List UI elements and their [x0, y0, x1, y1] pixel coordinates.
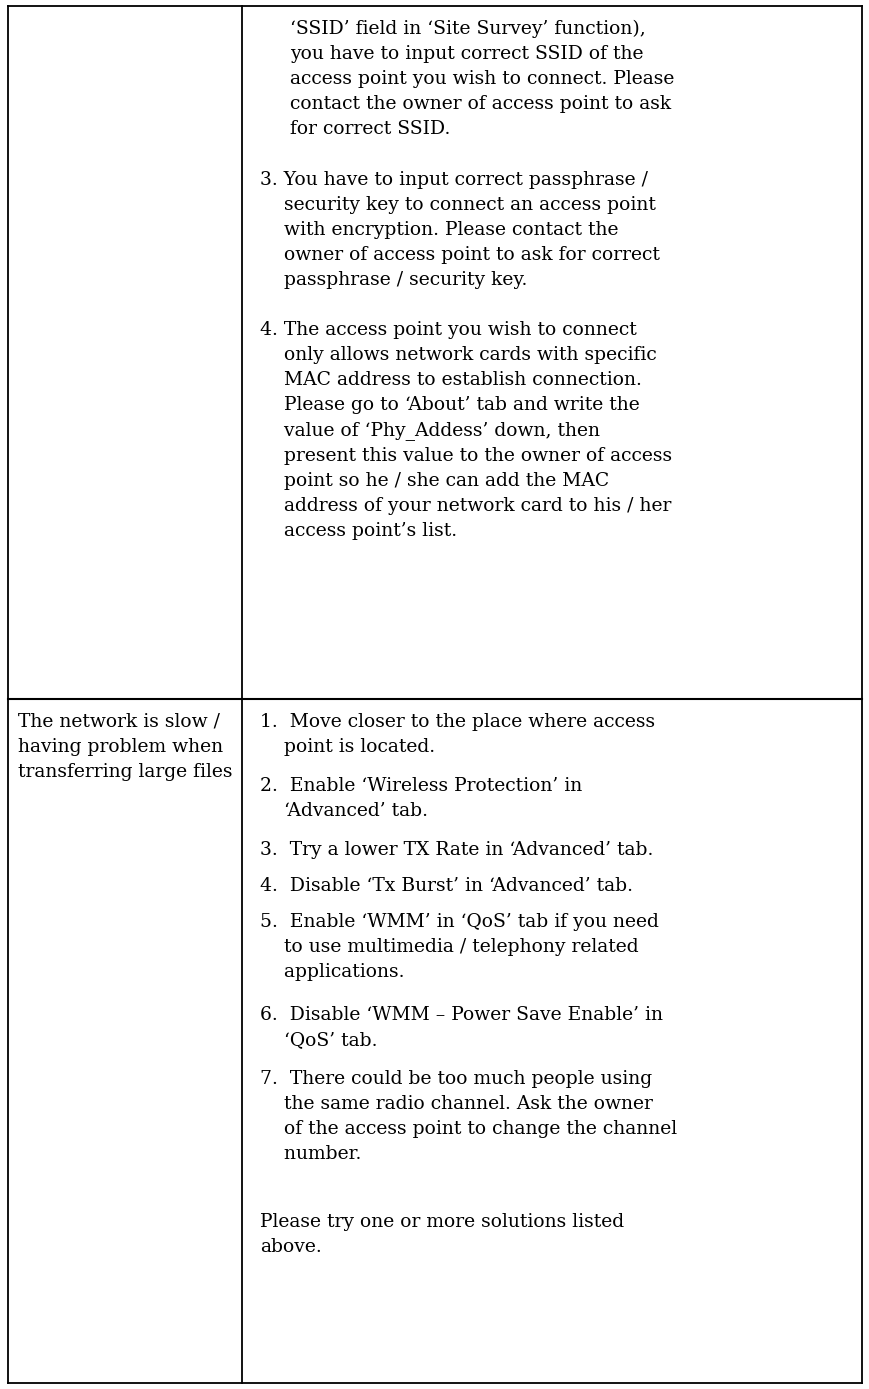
Text: 6.  Disable ‘WMM – Power Save Enable’ in
    ‘QoS’ tab.: 6. Disable ‘WMM – Power Save Enable’ in …: [260, 1006, 662, 1049]
Text: 3.  Try a lower TX Rate in ‘Advanced’ tab.: 3. Try a lower TX Rate in ‘Advanced’ tab…: [260, 842, 653, 860]
Text: ‘SSID’ field in ‘Site Survey’ function),
you have to input correct SSID of the
a: ‘SSID’ field in ‘Site Survey’ function),…: [289, 19, 673, 139]
Text: 3. You have to input correct passphrase /
    security key to connect an access : 3. You have to input correct passphrase …: [260, 171, 659, 289]
Text: 4. The access point you wish to connect
    only allows network cards with speci: 4. The access point you wish to connect …: [260, 321, 671, 540]
Text: 4.  Disable ‘Tx Burst’ in ‘Advanced’ tab.: 4. Disable ‘Tx Burst’ in ‘Advanced’ tab.: [260, 878, 632, 896]
Text: The network is slow /
having problem when
transferring large files: The network is slow / having problem whe…: [18, 713, 232, 781]
Text: 1.  Move closer to the place where access
    point is located.: 1. Move closer to the place where access…: [260, 713, 654, 756]
Text: Please try one or more solutions listed
above.: Please try one or more solutions listed …: [260, 1213, 623, 1256]
Text: 7.  There could be too much people using
    the same radio channel. Ask the own: 7. There could be too much people using …: [260, 1070, 676, 1163]
Text: 5.  Enable ‘WMM’ in ‘QoS’ tab if you need
    to use multimedia / telephony rela: 5. Enable ‘WMM’ in ‘QoS’ tab if you need…: [260, 914, 658, 982]
Text: 2.  Enable ‘Wireless Protection’ in
    ‘Advanced’ tab.: 2. Enable ‘Wireless Protection’ in ‘Adva…: [260, 776, 581, 820]
